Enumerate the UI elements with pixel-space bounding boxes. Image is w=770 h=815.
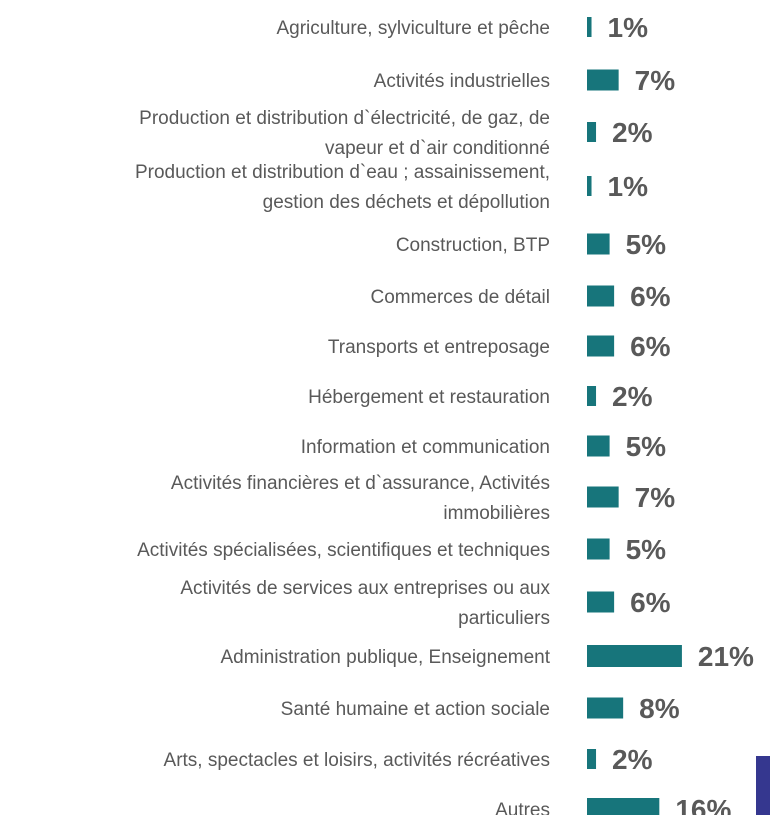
bar: [587, 122, 597, 142]
value-label: 1%: [608, 12, 649, 43]
category-label: Administration publique, Enseignement: [220, 647, 550, 668]
value-label: 6%: [630, 281, 671, 312]
bar: [587, 285, 615, 307]
category-label: Agriculture, sylviculture et pêche: [276, 18, 550, 39]
bar: [587, 749, 597, 769]
bar: [587, 591, 615, 613]
value-label: 7%: [635, 65, 676, 96]
category-label: vapeur et d`air conditionné: [325, 138, 550, 159]
category-label: Activités de services aux entreprises ou…: [180, 578, 550, 599]
category-label: Hébergement et restauration: [308, 387, 550, 408]
bar: [587, 697, 624, 719]
value-label: 2%: [612, 744, 653, 775]
value-label: 2%: [612, 381, 653, 412]
category-label: Activités spécialisées, scientifiques et…: [137, 540, 550, 561]
value-label: 1%: [608, 171, 649, 202]
bar: [587, 69, 619, 91]
category-label: immobilières: [443, 503, 550, 524]
category-label: Information et communication: [301, 437, 550, 458]
bar: [587, 17, 592, 37]
accent-bar: [756, 756, 770, 815]
category-label: Commerces de détail: [370, 287, 550, 308]
category-label: particuliers: [458, 608, 550, 629]
category-label: gestion des déchets et dépollution: [263, 192, 550, 213]
category-label: Production et distribution d`eau ; assai…: [135, 162, 550, 183]
bar: [587, 176, 592, 196]
category-label: Activités industrielles: [374, 71, 550, 92]
bar: [587, 798, 660, 815]
value-label: 21%: [698, 641, 754, 672]
bar: [587, 435, 610, 457]
category-label: Construction, BTP: [396, 235, 550, 256]
value-label: 5%: [626, 534, 667, 565]
value-label: 8%: [639, 693, 680, 724]
value-label: 16%: [675, 794, 731, 815]
value-label: 5%: [626, 229, 667, 260]
bar: [587, 486, 619, 508]
value-label: 7%: [635, 482, 676, 513]
category-label: Santé humaine et action sociale: [281, 699, 550, 720]
category-label: Transports et entreposage: [328, 337, 550, 358]
category-label: Arts, spectacles et loisirs, activités r…: [164, 750, 550, 771]
category-label: Activités financières et d`assurance, Ac…: [171, 473, 550, 494]
value-label: 6%: [630, 331, 671, 362]
category-label: Production et distribution d`électricité…: [139, 108, 550, 129]
bar: [587, 335, 615, 357]
value-label: 2%: [612, 117, 653, 148]
category-label: Autres: [495, 800, 550, 815]
value-label: 6%: [630, 587, 671, 618]
bar: [587, 233, 610, 255]
value-label: 5%: [626, 431, 667, 462]
bar: [587, 645, 682, 667]
bar: [587, 538, 610, 560]
bar: [587, 386, 597, 406]
